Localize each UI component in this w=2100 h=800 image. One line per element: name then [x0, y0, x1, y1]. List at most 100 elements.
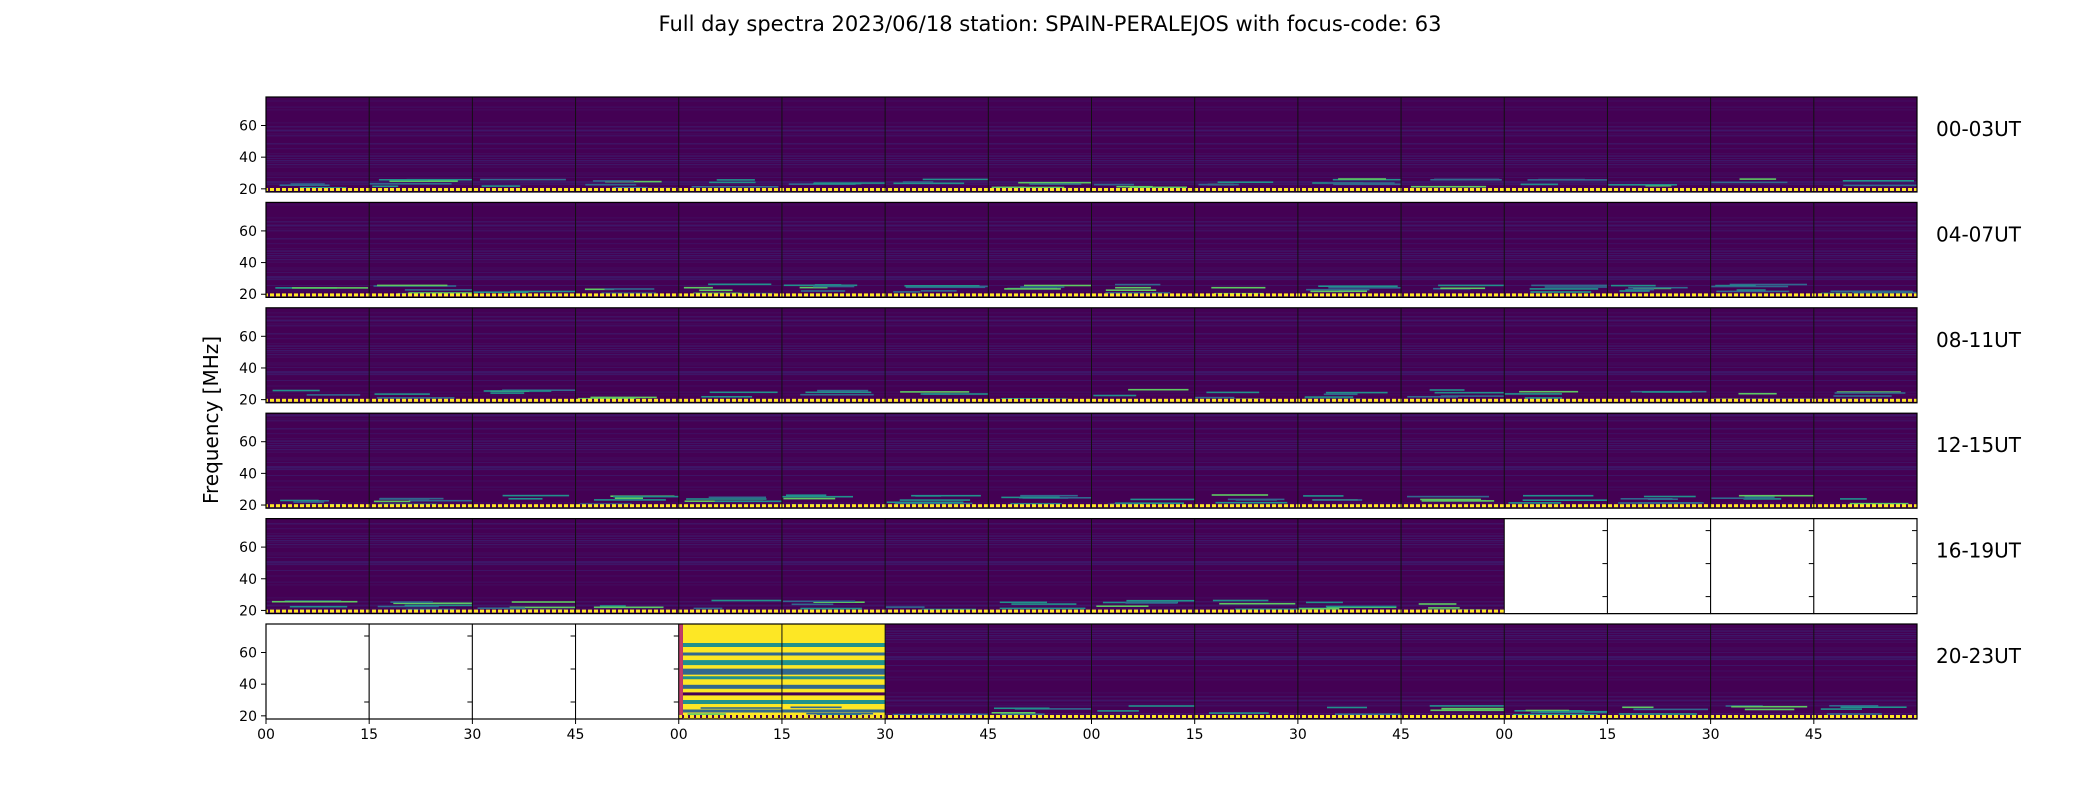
- y-tick-label: 20: [239, 182, 257, 198]
- row-label: 08-11UT: [1936, 328, 2022, 352]
- x-tick-label: 45: [979, 727, 997, 743]
- spectrum-panel: [884, 307, 989, 403]
- x-tick-label: 30: [876, 727, 894, 743]
- x-tick-label: 00: [257, 727, 275, 743]
- spectrum-panel: [781, 97, 886, 192]
- spectrum-panel: [1091, 307, 1195, 403]
- x-tick-label: 15: [773, 727, 791, 743]
- spectrum-panel: [1400, 307, 1505, 403]
- spectrum-panel: [1297, 202, 1402, 298]
- x-tick-label: 45: [1805, 727, 1823, 743]
- spectrum-panel: [1091, 413, 1195, 509]
- spectrum-panel: [678, 413, 782, 509]
- spectrum-panel: [471, 413, 576, 509]
- spectrum-panel: [884, 624, 989, 719]
- y-tick-label: 40: [239, 150, 257, 166]
- spectrum-panel: [265, 413, 370, 509]
- y-tick-label: 60: [239, 646, 257, 662]
- spectrum-panel: [1813, 518, 1918, 615]
- spectra-row: 20 40 60 00-03UT: [239, 96, 2022, 198]
- spectrum-panel: [1400, 518, 1505, 614]
- spectrum-panel: [987, 202, 1092, 298]
- x-tick-label: 30: [1289, 727, 1307, 743]
- x-tick-label: 30: [463, 727, 481, 743]
- x-tick-label: 15: [360, 727, 378, 743]
- spectrum-panel: [1813, 97, 1917, 192]
- row-label: 16-19UT: [1936, 539, 2022, 563]
- spectrum-panel: [1813, 307, 1917, 403]
- x-tick-label: 00: [1495, 727, 1513, 743]
- spectrum-panel: [471, 623, 577, 720]
- spectrum-panel: [987, 413, 1092, 509]
- y-tick-label: 60: [239, 119, 257, 135]
- spectrum-panel: [575, 413, 679, 509]
- y-tick-label: 60: [239, 435, 257, 451]
- spectra-row: 20 40 60 20-23UT: [239, 623, 2022, 725]
- spectrum-panel: [1194, 97, 1298, 192]
- x-axis: 00 15 30 45 00 15 30 45 00 15 30 45 00 15 30 45: [257, 719, 1823, 743]
- spectrum-panel: [781, 624, 886, 719]
- row-label: 20-23UT: [1936, 644, 2022, 668]
- spectrum-panel: [781, 518, 886, 614]
- spectrum-panel: [678, 518, 782, 614]
- spectrum-panel: [1091, 624, 1195, 719]
- spectrum-panel: [678, 97, 782, 192]
- row-frame: [265, 412, 1918, 509]
- y-axis-label: Frequency [MHz]: [199, 336, 223, 504]
- spectrum-panel: [1813, 202, 1917, 298]
- x-tick-label: 45: [567, 727, 585, 743]
- x-tick-label: 00: [1083, 727, 1101, 743]
- spectrum-panel: [1194, 624, 1298, 719]
- x-tick-label: 15: [1599, 727, 1617, 743]
- spectrum-panel: [1710, 202, 1814, 298]
- x-tick-label: 30: [1702, 727, 1720, 743]
- spectrum-panel: [987, 307, 1092, 403]
- y-tick-label: 60: [239, 329, 257, 345]
- spectrum-panel: [884, 413, 989, 509]
- row-label: 00-03UT: [1936, 117, 2022, 141]
- y-tick-label: 20: [239, 709, 257, 725]
- spectrum-panel: [781, 413, 886, 509]
- row-frame: [265, 307, 1918, 404]
- spectra-row: 20 40 60 12-15UT: [239, 412, 2022, 514]
- y-tick-label: 60: [239, 540, 257, 556]
- spectrum-panel: [471, 518, 576, 614]
- x-tick-label: 15: [1186, 727, 1204, 743]
- spectrum-panel: [265, 97, 370, 192]
- row-frame: [265, 517, 1918, 615]
- spectra-row: 20 40 60 16-19UT: [239, 517, 2022, 619]
- spectrum-panel: [368, 97, 473, 192]
- spectrum-panel: [1710, 413, 1814, 509]
- spectrum-panel: [1400, 624, 1505, 719]
- spectrum-panel: [1503, 97, 1608, 192]
- spectrum-panel: [575, 307, 679, 403]
- spectrum-panel: [1194, 202, 1298, 298]
- spectrum-panel: [987, 624, 1092, 719]
- spectrum-panel: [1606, 202, 1711, 298]
- y-tick-label: 20: [239, 498, 257, 514]
- spectrum-panel: [1400, 202, 1505, 298]
- row-frame: [265, 96, 1918, 193]
- spectrum-panel: [1503, 624, 1608, 719]
- spectrum-panel: [1503, 202, 1608, 298]
- spectrum-panel: [1194, 413, 1298, 509]
- spectrum-panel: [678, 624, 782, 719]
- spectrum-panel: [781, 202, 886, 298]
- spectrum-panel: [1813, 413, 1917, 509]
- spectrum-panel: [1091, 518, 1195, 614]
- spectrum-panel: [368, 413, 473, 509]
- spectrum-panel: [1606, 518, 1712, 615]
- y-tick-label: 40: [239, 677, 257, 693]
- y-tick-label: 20: [239, 287, 257, 303]
- spectrum-panel: [1813, 624, 1917, 719]
- spectrum-panel: [884, 518, 989, 614]
- y-tick-label: 60: [239, 224, 257, 240]
- spectrum-panel: [575, 623, 680, 720]
- chart-title: Full day spectra 2023/06/18 station: SPA…: [659, 12, 1442, 36]
- y-tick-label: 20: [239, 393, 257, 409]
- spectrum-panel: [265, 307, 370, 403]
- spectrum-panel: [1710, 518, 1815, 615]
- row-label: 04-07UT: [1936, 222, 2022, 246]
- y-tick-label: 40: [239, 256, 257, 272]
